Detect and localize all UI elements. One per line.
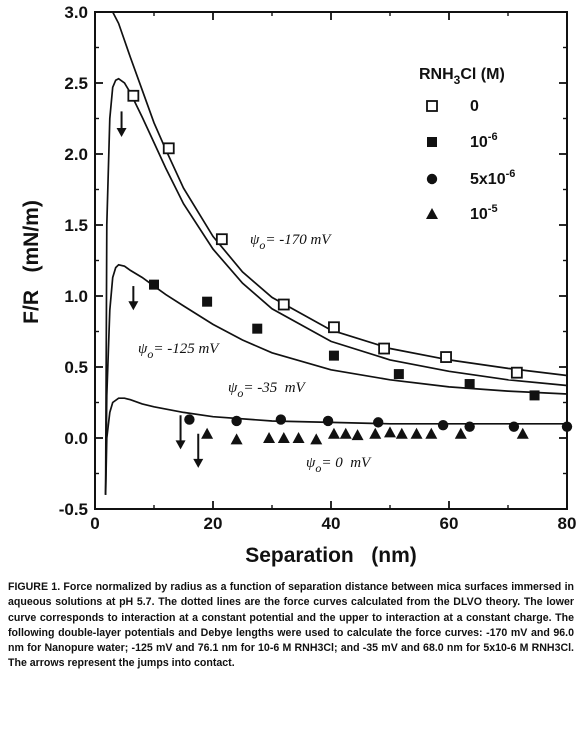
x-tick-label: 80 [558, 514, 577, 533]
data-point-s4-5 [292, 432, 305, 443]
data-point-s4-4 [277, 432, 290, 443]
legend-label: 5x10-6 [470, 168, 515, 188]
force-chart: -0.5 0.0 0.5 1.0 1.5 2.0 2.5 3.0 0 20 40 60 80 F/R … [20, 3, 576, 567]
legend-title: RNH3Cl (M) [419, 66, 505, 87]
data-point-s2-5 [393, 369, 404, 380]
fitted-curve-1 [111, 11, 568, 377]
data-point-s2-7 [529, 390, 540, 401]
data-point-s1-2 [162, 142, 175, 155]
data-point-s1-4 [277, 298, 290, 311]
data-point-s3-7 [464, 421, 475, 432]
data-point-s4-15 [454, 427, 467, 439]
y-tick-label: 0.0 [64, 429, 88, 448]
data-point-s2-4 [328, 350, 339, 361]
data-point-s4-14 [425, 427, 438, 439]
data-point-s4-3 [263, 432, 276, 443]
data-point-s4-9 [351, 429, 364, 441]
fitted-curve-2 [104, 77, 568, 495]
data-point-s4-11 [384, 426, 396, 438]
jump-arrow-1 [116, 111, 127, 137]
y-tick-label: -0.5 [59, 500, 88, 519]
legend-marker [426, 100, 438, 112]
data-point-s3-4 [322, 415, 334, 427]
data-point-s3-1 [184, 414, 195, 425]
data-point-s4-12 [395, 427, 408, 439]
legend-marker [426, 173, 438, 185]
legend: 0 10-6 5x10-6 10-5 [426, 98, 515, 223]
data-point-s1-3 [215, 233, 228, 246]
data-point-s1-7 [440, 351, 452, 363]
curve-label-4: ψo= 0 mV [306, 455, 372, 475]
y-tick-label: 1.5 [64, 216, 88, 235]
legend-marker [427, 137, 437, 147]
data-point-s2-6 [464, 379, 475, 390]
data-point-s1-5 [328, 321, 340, 334]
x-tick-label: 0 [90, 514, 99, 533]
legend-entry-4: 10-5 [426, 203, 498, 223]
y-tick-label: 0.5 [64, 358, 88, 377]
figure-caption: FIGURE 1. Force normalized by radius as … [8, 581, 574, 670]
legend-marker [426, 208, 438, 219]
y-tick-label: 3.0 [64, 3, 88, 22]
axis-ticks [94, 11, 568, 510]
data-point-s1-6 [378, 342, 391, 355]
curve-label-3: ψo= -35 mV [228, 380, 307, 400]
legend-label: 10-6 [470, 131, 498, 151]
jump-arrows [116, 111, 204, 468]
legend-entry-2: 10-6 [427, 131, 498, 151]
data-point-s4-6 [310, 433, 323, 445]
y-tick-label: 2.0 [64, 145, 88, 164]
x-tick-label: 60 [440, 514, 459, 533]
data-point-s1-8 [510, 366, 523, 379]
data-markers [127, 89, 573, 445]
curve-label-1: ψo= -170 mV [250, 232, 332, 252]
data-point-s3-3 [275, 414, 287, 425]
x-tick-label: 20 [204, 514, 223, 533]
data-point-s1-1 [127, 89, 140, 102]
x-tick-labels: 0 20 40 60 80 [90, 514, 576, 533]
fitted-curve-3 [104, 263, 568, 495]
legend-label: 0 [470, 98, 479, 115]
data-point-s3-5 [373, 417, 384, 428]
y-axis-label: F/R (mN/m) [20, 200, 43, 324]
legend-label: 10-5 [470, 203, 498, 223]
x-axis-label: Separation (nm) [245, 544, 417, 567]
data-point-s4-10 [369, 427, 382, 439]
data-point-s3-6 [437, 420, 449, 431]
data-point-s4-13 [410, 427, 423, 439]
fitted-curve-4 [104, 397, 567, 495]
data-point-s4-2 [230, 433, 243, 445]
jump-arrow-4 [193, 433, 204, 468]
x-tick-label: 40 [322, 514, 341, 533]
data-point-s4-8 [339, 427, 352, 439]
y-tick-labels: -0.5 0.0 0.5 1.0 1.5 2.0 2.5 3.0 [59, 3, 88, 519]
fitted-curves [104, 11, 568, 495]
data-point-s3-2 [231, 415, 242, 427]
data-point-s4-1 [201, 427, 214, 439]
curve-labels: ψo= -170 mV ψo= -125 mV ψo= -35 mV ψo= 0 mV [138, 232, 372, 475]
data-point-s2-3 [252, 323, 263, 334]
data-point-s2-1 [149, 279, 159, 290]
legend-entry-3: 5x10-6 [426, 168, 515, 188]
y-tick-label: 1.0 [64, 287, 88, 306]
data-point-s4-16 [516, 427, 529, 439]
data-point-s2-2 [202, 296, 213, 307]
jump-arrow-2 [128, 286, 139, 311]
data-point-s3-8 [508, 421, 520, 432]
curve-label-2: ψo= -125 mV [138, 341, 220, 361]
legend-entry-1: 0 [426, 98, 479, 115]
y-tick-label: 2.5 [64, 74, 88, 93]
data-point-s4-7 [327, 427, 340, 439]
jump-arrow-3 [175, 415, 186, 450]
